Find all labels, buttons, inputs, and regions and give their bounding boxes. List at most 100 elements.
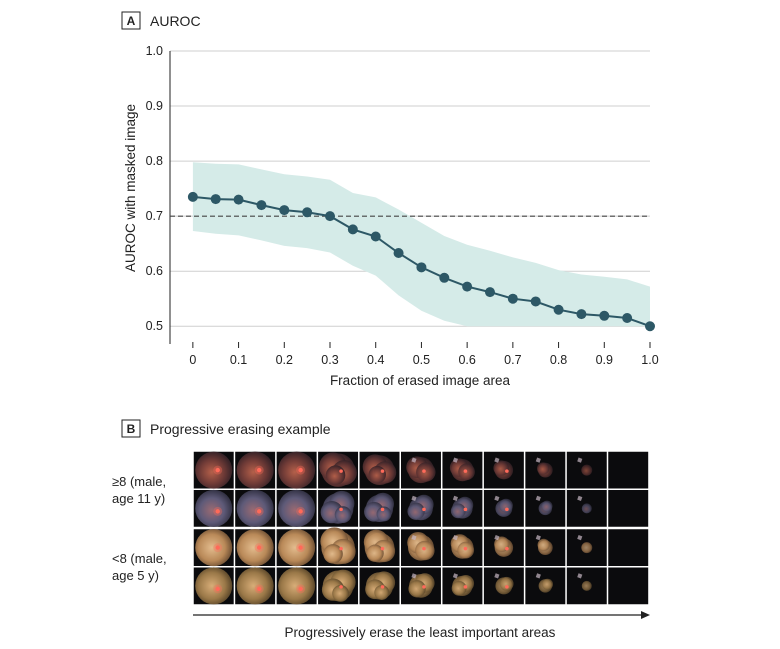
data-point bbox=[576, 309, 587, 320]
y-tick-label: 0.6 bbox=[146, 264, 163, 278]
data-point bbox=[210, 194, 221, 205]
data-point bbox=[507, 293, 518, 304]
erasing-image-cell bbox=[359, 567, 400, 605]
image-grid-frame bbox=[193, 451, 649, 604]
data-point bbox=[485, 287, 495, 298]
x-tick-label: 0.6 bbox=[458, 353, 475, 367]
panel-b-letter: B bbox=[127, 422, 136, 436]
erasing-image-cell bbox=[193, 529, 234, 567]
data-point bbox=[302, 207, 313, 218]
confidence-band-area bbox=[192, 162, 650, 327]
y-axis-ticks: 0.5 0.6 0.7 0.8 0.9 1.0 bbox=[146, 44, 163, 333]
x-tick-label: 0.2 bbox=[276, 353, 293, 367]
erasing-image-cell bbox=[483, 490, 524, 527]
erasing-image-cell bbox=[276, 489, 317, 527]
data-point bbox=[393, 248, 404, 259]
data-point bbox=[462, 281, 473, 292]
y-axis-title: AUROC with masked image bbox=[123, 104, 138, 272]
x-tick-label: 0.7 bbox=[504, 353, 521, 367]
x-tick-label: 0.3 bbox=[321, 353, 338, 367]
panel-b-title: Progressive erasing example bbox=[150, 421, 331, 437]
y-tick-label: 0.9 bbox=[146, 99, 163, 113]
erasing-image-cell bbox=[318, 490, 359, 527]
panel-a-letter: A bbox=[127, 14, 136, 28]
confidence-band bbox=[192, 162, 650, 327]
panel-a-letter-box bbox=[121, 11, 141, 30]
y-tick-label: 1.0 bbox=[146, 44, 163, 58]
erasing-image-grid bbox=[193, 451, 649, 605]
erasing-image-cell bbox=[235, 451, 276, 489]
erasing-image-cell bbox=[608, 451, 649, 489]
data-point bbox=[416, 262, 427, 273]
erasing-image-cell bbox=[442, 451, 483, 489]
data-point bbox=[439, 272, 450, 283]
data-point bbox=[279, 205, 290, 216]
row-1-label-line1: ≥8 (male, bbox=[112, 474, 166, 489]
x-tick-label: 0.8 bbox=[550, 353, 567, 367]
x-tick-label: 0.9 bbox=[596, 353, 613, 367]
row-2-label-line1: <8 (male, bbox=[112, 551, 167, 566]
erasing-image-cell bbox=[193, 451, 234, 489]
y-tick-label: 0.5 bbox=[146, 319, 163, 333]
panel-b-letter-box bbox=[121, 419, 141, 438]
progress-arrow-head bbox=[641, 611, 650, 619]
data-point bbox=[256, 200, 267, 211]
erasing-image-cell bbox=[235, 489, 276, 527]
erasing-image-cell bbox=[276, 451, 317, 489]
x-tick-label: 1.0 bbox=[641, 353, 658, 367]
panel-a-title: AUROC bbox=[150, 13, 201, 29]
erasing-image-cell bbox=[483, 529, 524, 566]
data-point bbox=[553, 304, 564, 315]
erasing-image-cell bbox=[318, 567, 359, 605]
erasing-image-cell bbox=[442, 490, 483, 527]
erasing-image-cell bbox=[235, 567, 276, 605]
x-axis-title: Fraction of erased image area bbox=[330, 373, 511, 388]
y-tick-label: 0.7 bbox=[146, 209, 163, 223]
erasing-image-cell bbox=[401, 567, 441, 605]
data-point bbox=[233, 194, 244, 205]
erasing-image-cell bbox=[525, 490, 566, 527]
erasing-image-cell bbox=[318, 527, 359, 566]
data-point bbox=[347, 224, 358, 235]
erasing-image-cell bbox=[525, 567, 566, 605]
erasing-image-cell bbox=[401, 529, 441, 566]
erasing-image-cell bbox=[442, 529, 483, 566]
erasing-image-cell bbox=[359, 451, 400, 489]
erasing-image-cell bbox=[193, 567, 234, 605]
erasing-image-cell bbox=[525, 529, 566, 566]
erasing-image-cell bbox=[566, 567, 607, 605]
auroc-chart: A AUROC 0 0.1 0.2 0.3 0.4 0.5 0.6 0.7 0.8 0.9 1.0 … bbox=[121, 11, 659, 388]
erasing-image-cell bbox=[608, 567, 649, 605]
erasing-image-cell bbox=[608, 490, 649, 527]
x-tick-label: 0 bbox=[189, 353, 196, 367]
erasing-image-cell bbox=[566, 529, 607, 566]
data-point bbox=[370, 231, 381, 242]
data-point bbox=[530, 296, 541, 307]
erasing-image-cell bbox=[608, 529, 649, 566]
erasing-image-cell bbox=[483, 567, 524, 605]
y-tick-label: 0.8 bbox=[146, 154, 163, 168]
erasing-image-cell bbox=[359, 490, 400, 527]
series-points bbox=[187, 191, 655, 332]
erasing-image-cell bbox=[193, 489, 234, 527]
data-point bbox=[187, 191, 198, 202]
x-tick-label: 0.4 bbox=[367, 353, 384, 367]
erasing-image-cell bbox=[276, 529, 317, 567]
data-point bbox=[599, 310, 610, 321]
erasing-image-cell bbox=[442, 567, 483, 605]
erasing-image-cell bbox=[525, 451, 566, 489]
erasing-image-cell bbox=[318, 451, 359, 489]
progress-caption: Progressively erase the least important … bbox=[285, 625, 556, 640]
erasing-image-cell bbox=[235, 529, 276, 567]
erasing-image-cell bbox=[566, 451, 607, 489]
x-tick-label: 0.5 bbox=[413, 353, 430, 367]
erasing-image-cell bbox=[483, 451, 524, 489]
row-2-label-line2: age 5 y) bbox=[112, 568, 159, 583]
erasing-image-cell bbox=[276, 567, 317, 605]
data-point bbox=[325, 211, 335, 222]
data-point bbox=[645, 321, 655, 332]
erasing-image-cell bbox=[401, 451, 441, 489]
data-point bbox=[622, 312, 633, 323]
erasing-image-cell bbox=[401, 490, 441, 527]
x-axis-ticks: 0 0.1 0.2 0.3 0.4 0.5 0.6 0.7 0.8 0.9 1.0 bbox=[189, 342, 659, 367]
